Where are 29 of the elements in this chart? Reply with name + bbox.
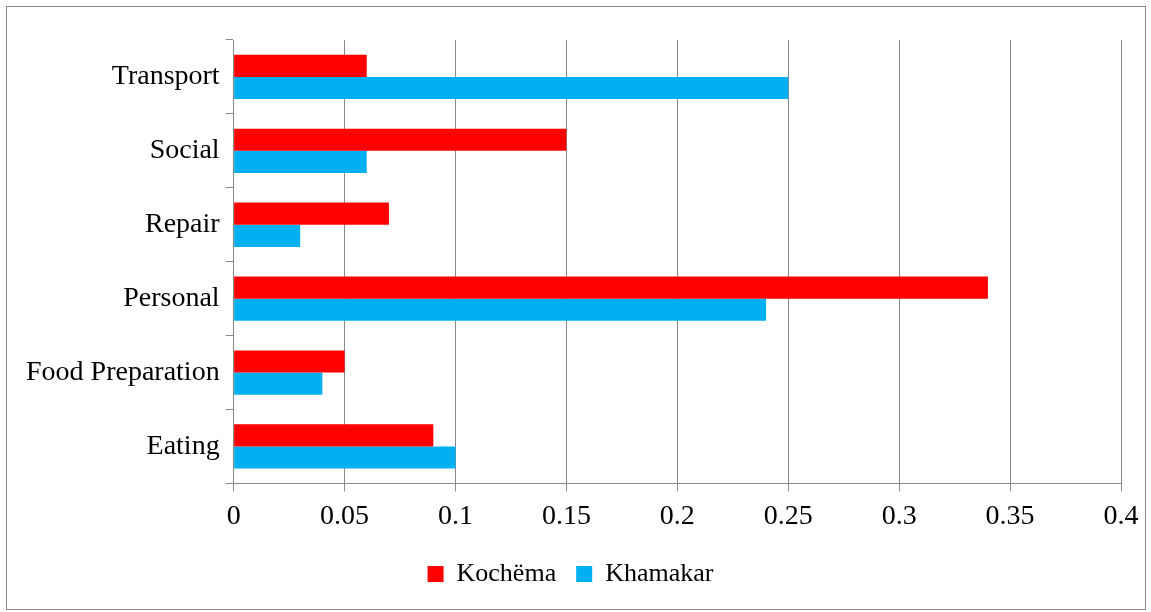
bar <box>234 446 456 469</box>
bar <box>234 372 323 395</box>
x-tick-label: 0.3 <box>881 498 917 530</box>
legend-label: Kochëma <box>456 557 557 587</box>
x-tick-label: 0.05 <box>320 498 370 530</box>
x-tick-label: 0.1 <box>437 498 473 530</box>
x-tick-label: 0.35 <box>985 498 1035 530</box>
bar <box>234 128 567 151</box>
x-tick-label: 0 <box>226 498 241 530</box>
bar <box>234 150 367 174</box>
y-tick-label: Repair <box>144 207 221 239</box>
x-tick-label: 0.25 <box>763 498 813 530</box>
y-tick-label: Social <box>149 133 220 165</box>
x-tick-label: 0.15 <box>541 498 591 530</box>
x-tick-label: 0.2 <box>659 498 695 530</box>
bar <box>234 350 345 373</box>
legend-label: Khamakar <box>605 557 714 587</box>
bar <box>234 276 988 299</box>
bar <box>234 54 367 77</box>
bar <box>234 224 301 247</box>
y-tick-label: Personal <box>123 281 220 313</box>
y-tick-label: Food Preparation <box>25 354 220 386</box>
bar <box>234 298 767 321</box>
bar <box>234 202 389 225</box>
bar <box>234 424 434 447</box>
x-tick-label: 0.4 <box>1103 498 1139 530</box>
bar <box>234 76 789 100</box>
y-tick-label: Eating <box>146 428 220 460</box>
y-tick-label: Transport <box>111 59 220 91</box>
